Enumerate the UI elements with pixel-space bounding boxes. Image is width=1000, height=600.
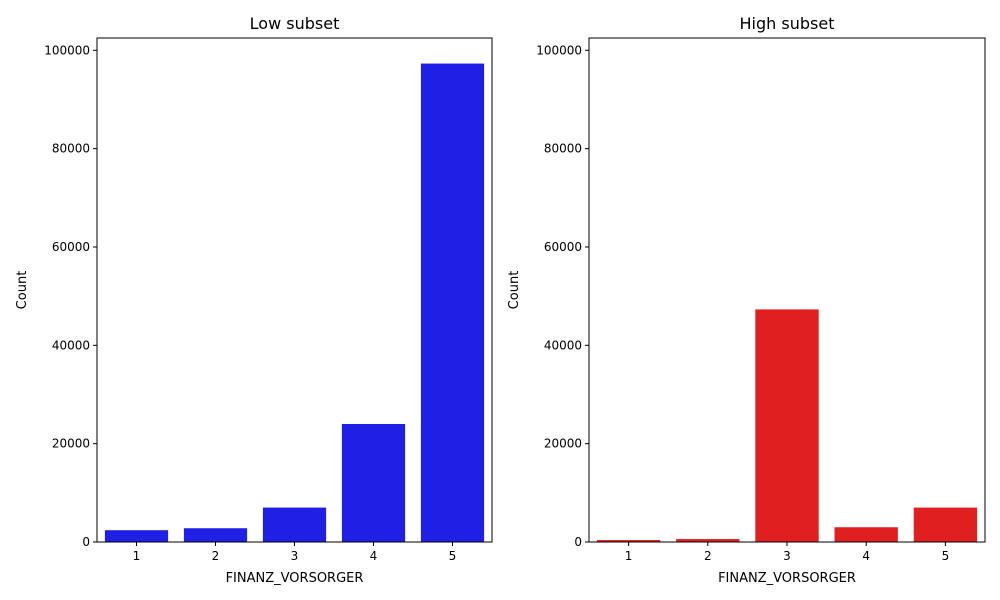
low-subset-y-ticks: 0 20000 40000 60000 80000 100000: [44, 43, 97, 549]
low-subset-y-tick-label: 20000: [52, 437, 90, 451]
high-subset-y-tick-label: 20000: [544, 437, 582, 451]
high-subset-y-axis-label: Count: [507, 271, 522, 310]
high-subset-x-axis-label: FINANZ_VORSORGER: [718, 571, 856, 586]
high-subset-x-tick-label: 5: [942, 549, 950, 563]
low-subset-axes-frame: [96, 37, 493, 543]
high-subset-bar-2: [676, 539, 740, 542]
high-subset-y-tick-label: 40000: [544, 338, 582, 352]
high-subset-y-tick-label: 60000: [544, 240, 582, 254]
high-subset-y-tick-label: 80000: [544, 142, 582, 156]
high-subset-bars: [596, 309, 978, 542]
high-subset-bar-3: [755, 309, 819, 542]
high-subset-y-tick-label: 0: [574, 535, 582, 549]
low-subset-y-axis-label: Count: [15, 271, 30, 310]
low-subset-bar-2: [183, 528, 248, 542]
low-subset-y-tick-label: 80000: [52, 142, 90, 156]
low-subset-x-ticks: 1 2 3 4 5: [133, 542, 457, 563]
low-subset-x-tick-label: 4: [370, 549, 378, 563]
high-subset-x-ticks: 1 2 3 4 5: [625, 542, 949, 563]
high-subset-bar-1: [596, 540, 661, 542]
high-subset-y-tick-label: 100000: [536, 43, 582, 57]
high-subset-x-tick-label: 4: [862, 549, 870, 563]
high-subset-bar-4: [834, 527, 898, 542]
high-subset-x-tick-label: 1: [625, 549, 633, 563]
high-subset-bar-5: [913, 507, 978, 542]
low-subset-bar-5: [420, 63, 485, 542]
high-subset-x-tick-label: 2: [704, 549, 712, 563]
low-subset-x-tick-label: 3: [291, 549, 299, 563]
high-subset-title: High subset: [740, 14, 835, 33]
low-subset-bar-3: [262, 507, 327, 542]
low-subset-title: Low subset: [250, 14, 340, 33]
low-subset-x-tick-label: 5: [449, 549, 457, 563]
low-subset-bar-1: [104, 530, 169, 542]
low-subset-x-tick-label: 1: [133, 549, 141, 563]
high-subset-y-ticks: 0 20000 40000 60000 80000 100000: [536, 43, 589, 549]
low-subset-y-tick-label: 0: [82, 535, 90, 549]
low-subset-y-tick-label: 60000: [52, 240, 90, 254]
low-subset-bar-4: [341, 423, 406, 542]
high-subset-axes-frame: [588, 37, 986, 543]
high-subset-x-tick-label: 3: [783, 549, 791, 563]
low-subset-x-axis-label: FINANZ_VORSORGER: [226, 571, 364, 586]
low-subset-bars: [104, 63, 485, 542]
high-subset-panel: High subset FINANZ_VORSORGER Count 1 2 3 4 5…: [507, 14, 986, 586]
low-subset-y-tick-label: 100000: [44, 43, 90, 57]
low-subset-y-tick-label: 40000: [52, 338, 90, 352]
low-subset-x-tick-label: 2: [212, 549, 220, 563]
